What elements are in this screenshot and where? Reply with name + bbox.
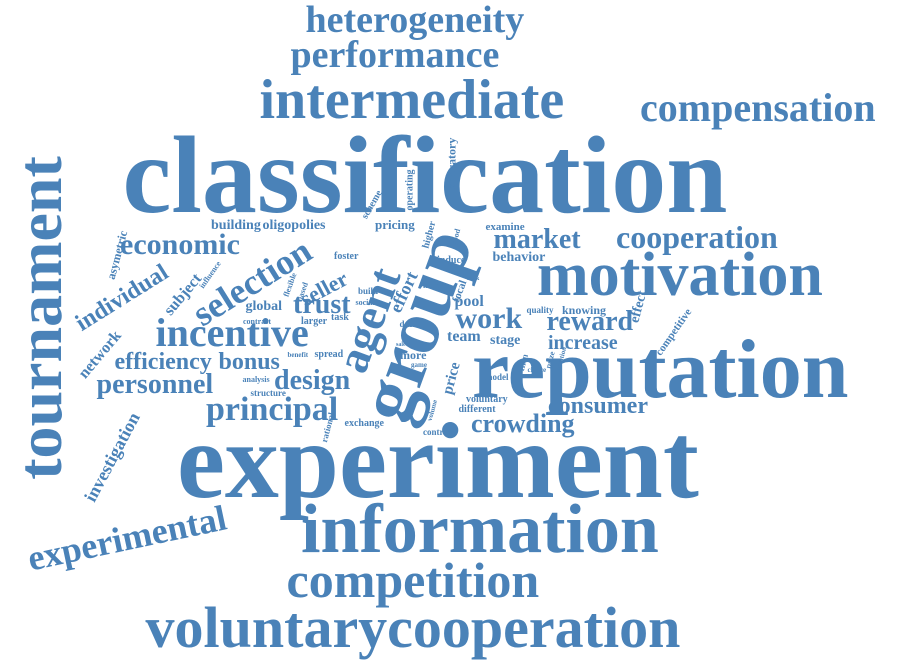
word-increase: increase	[548, 332, 618, 354]
word-benefit: benefit	[287, 350, 309, 359]
word-incentive: incentive	[155, 310, 309, 355]
word-contrast: contrast	[243, 317, 271, 326]
word-consumer: consumer	[548, 393, 648, 419]
word-model: model	[485, 371, 509, 382]
word-market: market	[493, 224, 581, 255]
word-reward: reward	[546, 306, 634, 337]
word-spread: spread	[314, 349, 344, 360]
word-heterogeneity: heterogeneity	[305, 0, 525, 41]
word-investigation: investigation	[80, 409, 144, 505]
word-motivation: motivation	[537, 241, 823, 309]
word-team: team	[447, 328, 481, 345]
word-voluntarycooperation: voluntarycooperation	[145, 595, 681, 660]
word-quality: quality	[526, 304, 554, 315]
word-tournament: tournament	[3, 156, 75, 480]
word-rank: rank	[467, 276, 480, 282]
word-work: work	[455, 302, 523, 335]
word-economic: economic	[120, 228, 240, 261]
word-bonus: bonus	[218, 349, 280, 375]
word-global: global	[245, 299, 283, 314]
word-game: game	[411, 360, 427, 369]
word-oligopolies: oligopolies	[262, 218, 326, 233]
word-reputation: reputation	[472, 323, 849, 416]
word-performance: performance	[290, 34, 500, 76]
word-efficiency: efficiency	[114, 349, 212, 375]
word-cooperation: cooperation	[616, 219, 778, 255]
word-building: building	[211, 218, 261, 233]
word-stage: stage	[490, 333, 521, 348]
word-operating: operating	[404, 169, 416, 211]
word-task: task	[331, 312, 349, 323]
word-behavior: behavior	[492, 250, 546, 265]
word-trust: trust	[293, 289, 351, 320]
word-experimental: experimental	[24, 497, 230, 579]
word-intermediate: intermediate	[259, 69, 565, 131]
word-personnel: personnel	[96, 369, 214, 400]
word-more: more	[400, 348, 427, 362]
word-analysis: analysis	[242, 375, 270, 384]
word-competition: competition	[286, 552, 540, 608]
word-examine: examine	[485, 220, 525, 233]
word-pool: pool	[454, 293, 484, 310]
word-design: design	[274, 365, 351, 396]
word-information: information	[301, 491, 659, 568]
word-contract: contract	[423, 426, 455, 437]
word-build: build	[358, 285, 379, 296]
word-experiment: experiment	[177, 402, 699, 521]
word-laboratory: laboratory	[443, 137, 458, 193]
word-knowing: knowing	[562, 303, 607, 317]
word-larger: larger	[301, 316, 328, 327]
word-moral: moral	[423, 281, 444, 290]
word-compensation: compensation	[640, 85, 876, 130]
word-classification: classification	[122, 114, 728, 236]
word-induce: induce	[437, 255, 466, 266]
word-sale: sale	[396, 342, 406, 348]
word-social: social	[355, 298, 375, 307]
word-different: different	[458, 404, 496, 415]
word-structure: structure	[250, 387, 286, 398]
word-crowding: crowding	[471, 409, 575, 438]
word-principal: principal	[206, 391, 339, 428]
word-data: data	[399, 318, 417, 329]
word-exchange: exchange	[344, 418, 384, 429]
word-voluntary: voluntary	[466, 394, 508, 405]
word-foster: foster	[334, 251, 359, 262]
word-pricing: pricing	[375, 216, 415, 232]
word-choice: choice	[527, 365, 547, 374]
